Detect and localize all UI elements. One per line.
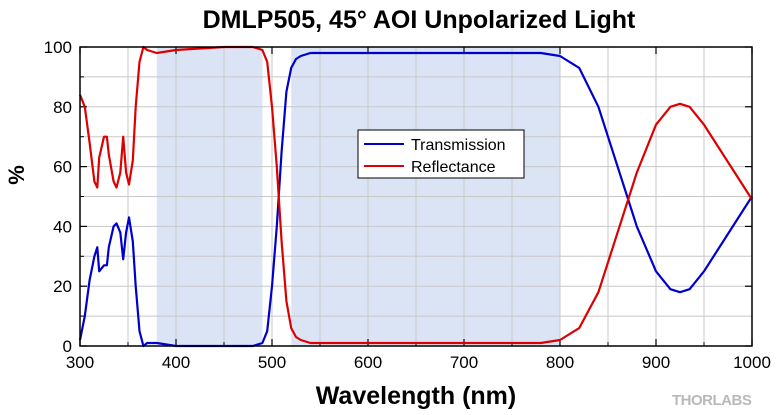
thorlabs-logo: THORLABS xyxy=(672,392,752,409)
legend-label-transmission: Transmission xyxy=(411,137,506,154)
y-tick-label: 80 xyxy=(53,98,72,117)
x-tick-label: 600 xyxy=(354,353,382,372)
chart-title: DMLP505, 45° AOI Unpolarized Light xyxy=(203,6,636,34)
x-tick-label: 900 xyxy=(642,353,670,372)
y-tick-label: 40 xyxy=(53,217,72,236)
legend-box xyxy=(357,129,525,179)
tick-labels: 300 400 500 600 700 800 900 1000 0 20 40 60 80 100 xyxy=(44,38,771,372)
series-line-transmission xyxy=(78,51,753,348)
x-tick-label: 300 xyxy=(66,353,94,372)
y-tick-label: 0 xyxy=(63,337,72,356)
x-tick-label: 800 xyxy=(546,353,574,372)
y-tick-label: 60 xyxy=(53,158,72,177)
series-line-reflectance xyxy=(78,45,753,345)
y-tick-label: 100 xyxy=(44,38,72,57)
legend-label-reflectance: Reflectance xyxy=(411,159,496,176)
x-tick-label: 700 xyxy=(450,353,478,372)
legend: Transmission Reflectance xyxy=(357,129,525,179)
x-tick-label: 400 xyxy=(162,353,190,372)
plot-frame xyxy=(79,46,753,347)
x-tick-label: 500 xyxy=(258,353,286,372)
y-tick-label: 20 xyxy=(53,277,72,296)
x-axis-label: Wavelength (nm) xyxy=(316,382,516,410)
y-axis-label: % xyxy=(4,165,29,185)
series-lines xyxy=(78,45,753,348)
x-tick-label: 1000 xyxy=(733,353,771,372)
